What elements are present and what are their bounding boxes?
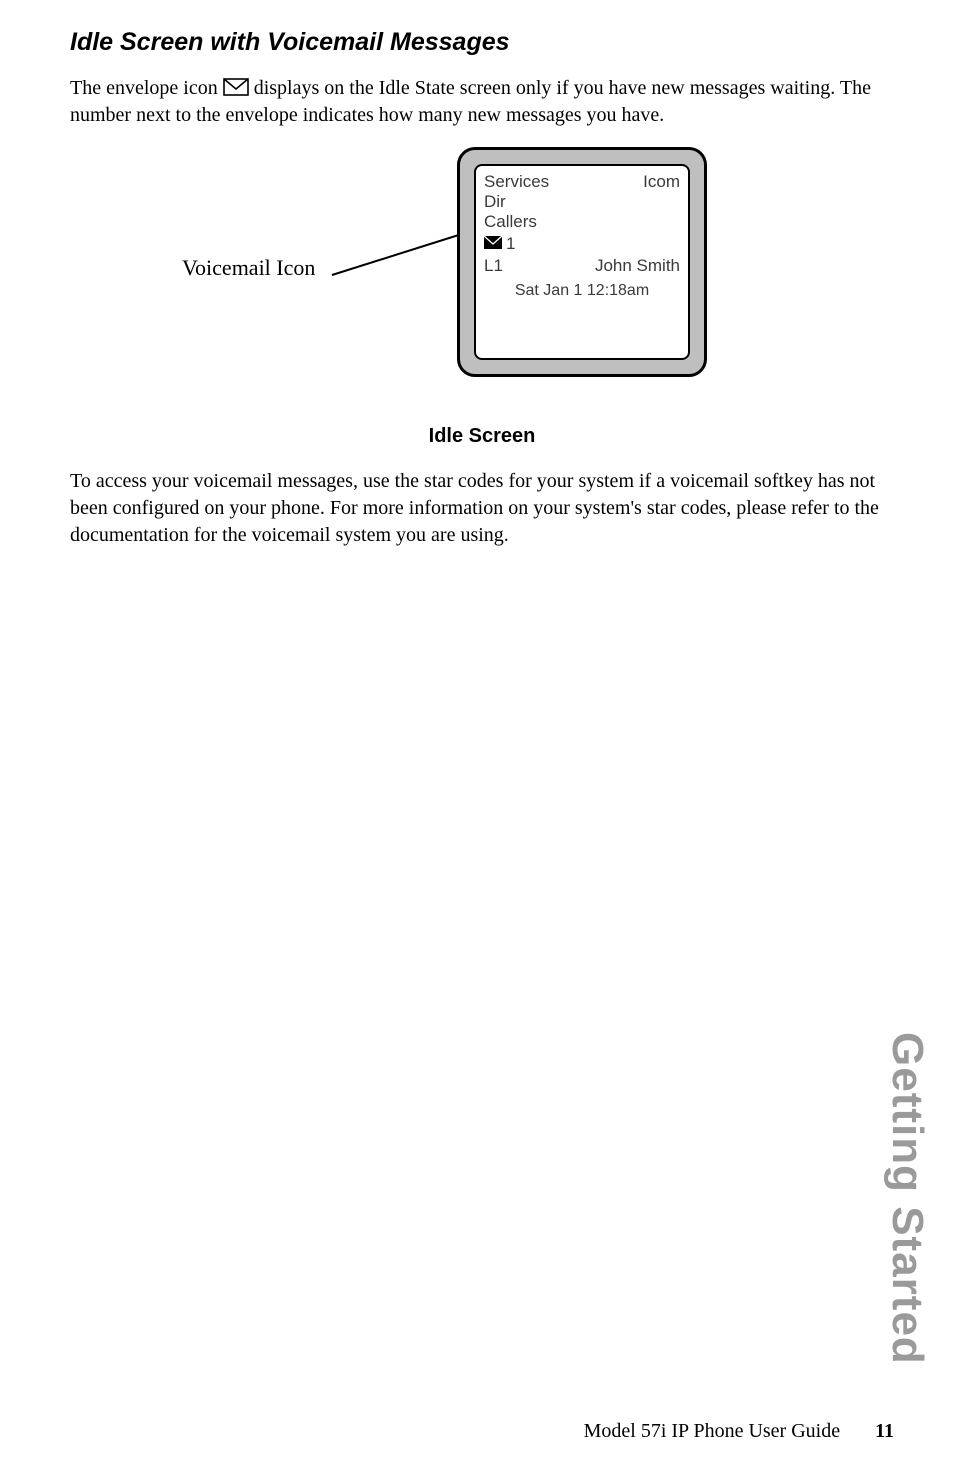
softkey-callers: Callers <box>484 212 680 232</box>
page-footer: Model 57i IP Phone User Guide 11 <box>584 1420 894 1443</box>
para1-before: The envelope icon <box>70 77 223 99</box>
line-status-row: L1 John Smith <box>484 256 680 276</box>
idle-screen-figure: Voicemail Icon Services Icom Dir Callers <box>182 147 782 417</box>
section-side-tab: Getting Started <box>882 1032 932 1365</box>
softkey-icom: Icom <box>643 172 680 192</box>
envelope-icon <box>223 77 249 95</box>
page-number: 11 <box>875 1420 894 1442</box>
datetime-row: Sat Jan 1 12:18am <box>484 282 680 300</box>
voicemail-count: 1 <box>506 234 515 254</box>
footer-guide-title: Model 57i IP Phone User Guide <box>584 1420 840 1442</box>
softkey-services: Services <box>484 172 549 192</box>
softkey-row-1: Services Icom <box>484 172 680 192</box>
caller-name: John Smith <box>595 256 680 276</box>
figure-caption: Idle Screen <box>70 425 894 448</box>
softkey-dir: Dir <box>484 192 680 212</box>
voicemail-icon-callout-label: Voicemail Icon <box>182 255 315 281</box>
access-paragraph: To access your voicemail messages, use t… <box>70 468 894 549</box>
line-indicator: L1 <box>484 256 503 276</box>
section-heading: Idle Screen with Voicemail Messages <box>70 28 894 57</box>
intro-paragraph: The envelope icon displays on the Idle S… <box>70 75 894 129</box>
voicemail-indicator-row: 1 <box>484 234 680 254</box>
phone-bezel: Services Icom Dir Callers 1 L1 <box>457 147 707 377</box>
phone-screen: Services Icom Dir Callers 1 L1 <box>474 164 690 360</box>
voicemail-envelope-icon <box>484 234 502 254</box>
